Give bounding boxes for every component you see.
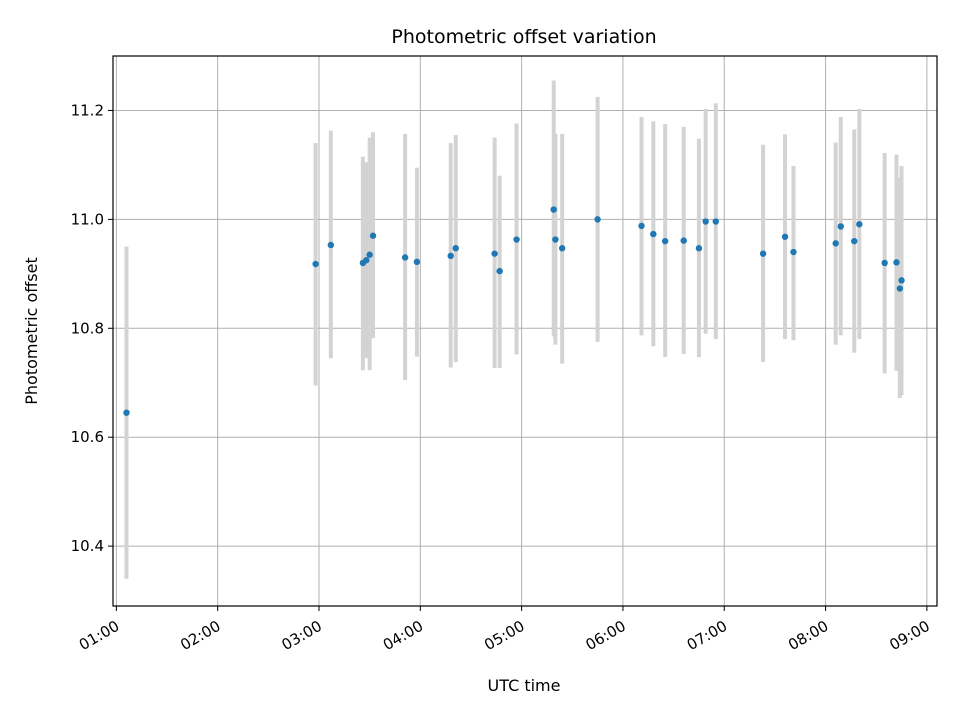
data-point bbox=[759, 250, 767, 257]
data-point bbox=[401, 254, 409, 261]
data-point bbox=[550, 206, 557, 213]
y-tick-label: 10.6 bbox=[71, 428, 104, 446]
data-point bbox=[680, 237, 687, 244]
y-tick-label: 11.2 bbox=[71, 101, 104, 119]
data-point bbox=[413, 258, 421, 266]
x-tick-label: 04:00 bbox=[380, 617, 426, 654]
data-point bbox=[594, 216, 601, 223]
y-tick-label: 10.4 bbox=[71, 537, 104, 555]
data-point bbox=[312, 260, 319, 268]
x-tick-label: 05:00 bbox=[481, 617, 527, 654]
data-point bbox=[661, 237, 669, 245]
x-tick-label: 06:00 bbox=[582, 617, 628, 654]
data-point bbox=[898, 277, 905, 284]
data-point bbox=[851, 237, 858, 245]
y-tick-label: 11.0 bbox=[71, 210, 104, 228]
data-point bbox=[881, 259, 888, 267]
y-axis-ticks: 10.4 10.6 10.8 11.0 11.2 bbox=[71, 101, 113, 555]
x-tick-label: 01:00 bbox=[76, 617, 122, 654]
error-bars bbox=[124, 80, 904, 579]
data-point bbox=[781, 233, 789, 240]
data-point bbox=[856, 221, 863, 228]
x-tick-label: 08:00 bbox=[785, 617, 831, 654]
data-point bbox=[369, 232, 377, 239]
y-tick-label: 10.8 bbox=[71, 319, 104, 337]
x-tick-label: 09:00 bbox=[886, 617, 932, 654]
data-point bbox=[513, 236, 520, 243]
data-point bbox=[558, 245, 566, 252]
data-point bbox=[896, 285, 904, 292]
y-axis-label: Photometric offset bbox=[22, 257, 41, 405]
data-point bbox=[496, 267, 503, 275]
data-point bbox=[452, 245, 459, 252]
data-point bbox=[552, 236, 559, 243]
data-point bbox=[447, 252, 454, 260]
data-point bbox=[837, 223, 844, 230]
x-axis-label: UTC time bbox=[488, 676, 561, 695]
chart-title: Photometric offset variation bbox=[391, 26, 656, 48]
data-point bbox=[832, 240, 839, 247]
data-point bbox=[712, 218, 720, 225]
data-point bbox=[363, 257, 370, 264]
data-point bbox=[702, 218, 709, 225]
data-point bbox=[366, 251, 373, 258]
data-point bbox=[327, 241, 335, 249]
data-point bbox=[893, 259, 900, 266]
data-point bbox=[695, 245, 703, 252]
x-tick-label: 07:00 bbox=[684, 617, 730, 654]
data-points bbox=[123, 206, 905, 416]
data-point bbox=[638, 222, 645, 230]
x-tick-label: 02:00 bbox=[177, 617, 223, 654]
x-axis-ticks: 01:00 02:00 03:00 04:00 05:00 06:00 07:00 08:00… bbox=[76, 606, 933, 654]
plot-frame bbox=[112, 55, 938, 607]
x-tick-label: 03:00 bbox=[279, 617, 325, 654]
data-point bbox=[123, 409, 130, 416]
grid bbox=[113, 56, 937, 606]
data-point bbox=[790, 248, 797, 256]
data-point bbox=[650, 230, 657, 238]
data-point bbox=[491, 250, 498, 257]
